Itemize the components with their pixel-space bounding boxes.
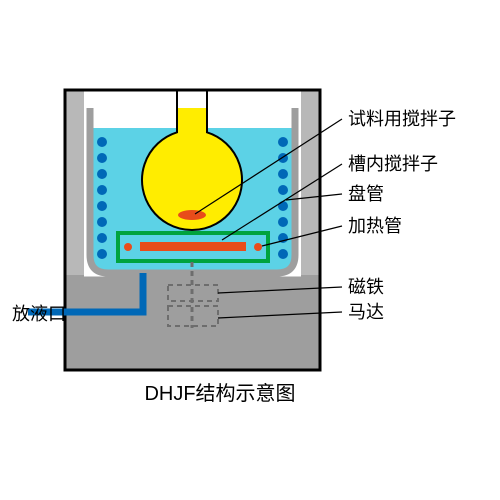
coil-section: [97, 249, 107, 259]
heater-label: 加热管: [348, 216, 402, 236]
sample_stirrer-label: 试料用搅拌子: [348, 109, 456, 129]
coil-section: [97, 201, 107, 211]
heater-bar: [140, 242, 246, 251]
coil-section: [278, 201, 288, 211]
coil-section: [97, 169, 107, 179]
heater-terminal: [124, 243, 132, 251]
coil-section: [97, 185, 107, 195]
dhjf-structure-diagram: 试料用搅拌子槽内搅拌子盘管加热管磁铁马达 放液口 DHJF结构示意图: [0, 0, 500, 500]
coil-section: [278, 169, 288, 179]
coil-section: [97, 233, 107, 243]
bath_stirrer-label: 槽内搅拌子: [348, 154, 438, 174]
coil-section: [97, 153, 107, 163]
coil-section: [278, 137, 288, 147]
heater-terminal: [254, 243, 262, 251]
coil-section: [278, 185, 288, 195]
coil-label: 盘管: [348, 184, 384, 204]
sample-stirrer: [178, 210, 206, 220]
magnet-label: 磁铁: [348, 277, 384, 297]
coil-section: [278, 217, 288, 227]
diagram-caption: DHJF结构示意图: [144, 382, 295, 405]
drain-label: 放液口: [12, 304, 66, 324]
coil-section: [97, 137, 107, 147]
coil-section: [278, 249, 288, 259]
motor-label: 马达: [348, 302, 384, 322]
coil-section: [97, 217, 107, 227]
